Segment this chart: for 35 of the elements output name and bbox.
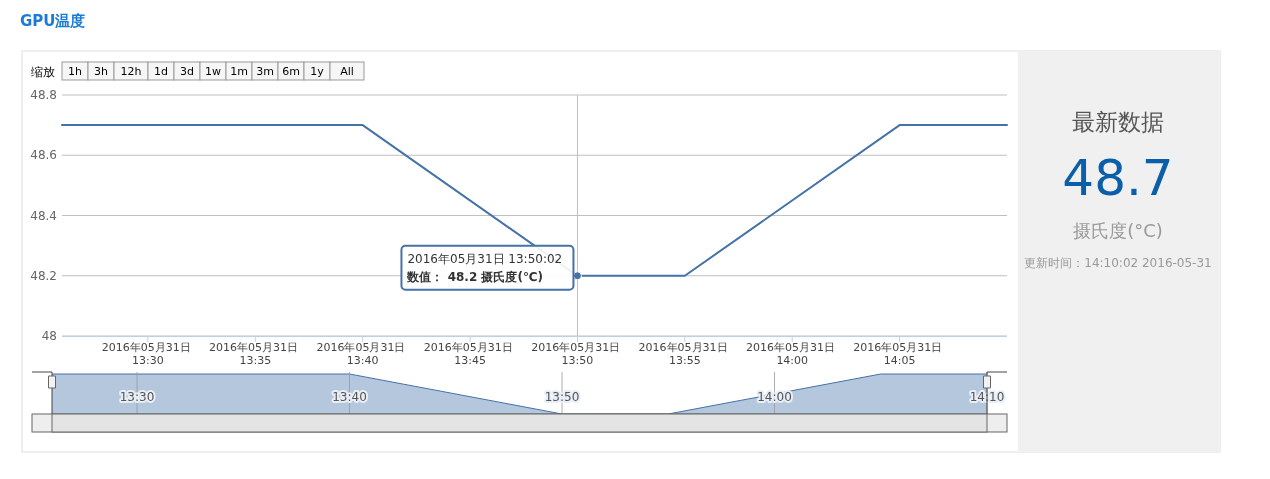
text: 6m xyxy=(282,65,300,78)
text: 1m xyxy=(230,65,248,78)
x-tick-label: 2016年05月31日 13:40 xyxy=(316,341,409,367)
y-tick-label: 48.8 xyxy=(30,88,57,102)
text: All xyxy=(340,65,354,78)
y-tick-label: 48.6 xyxy=(30,148,57,163)
text: 12h xyxy=(120,65,142,78)
y-tick-label: 48.2 xyxy=(30,268,57,283)
text: 摄氏度(°C) xyxy=(1073,220,1163,241)
x-tick-label: 2016年05月31日 14:05 xyxy=(853,341,946,367)
text: 48.7 xyxy=(1062,149,1174,207)
x-tick-label: 2016年05月31日 13:50 xyxy=(531,341,624,367)
chart-title: GPU温度 xyxy=(20,12,86,30)
text: 1d xyxy=(154,65,168,78)
text: 最新数据 xyxy=(1072,109,1164,135)
text: 3d xyxy=(180,65,194,78)
text: 1w xyxy=(205,65,221,78)
x-tick-label: 2016年05月31日 13:35 xyxy=(209,341,302,367)
y-tick-label: 48 xyxy=(41,329,57,343)
x-tick-label: 2016年05月31日 13:45 xyxy=(423,341,517,367)
x-tick-label: 13:40 xyxy=(332,390,367,404)
x-tick-label: 13:50 xyxy=(544,390,580,404)
x-tick-label: 14:00 xyxy=(757,390,792,404)
text: 1y xyxy=(310,65,325,78)
text: 3h xyxy=(94,65,109,78)
y-tick-label: 48.4 xyxy=(30,208,57,223)
text: 3m xyxy=(256,65,274,78)
x-tick-label: 2016年05月31日 14:00 xyxy=(745,341,839,367)
x-tick-label: 2016年05月31日 13:30 xyxy=(101,341,195,367)
x-tick-label: 13:30 xyxy=(119,390,155,404)
annotation: 2016年05月31日 13:50:02 数值： 48.2 摄氏度(℃) xyxy=(406,251,563,284)
text: 1h xyxy=(68,65,83,78)
text: 更新时间：14:10:02 2016-05-31 xyxy=(1024,256,1212,270)
x-tick-label: 2016年05月31日 13:55 xyxy=(638,341,732,367)
text: 缩放 xyxy=(31,65,55,79)
